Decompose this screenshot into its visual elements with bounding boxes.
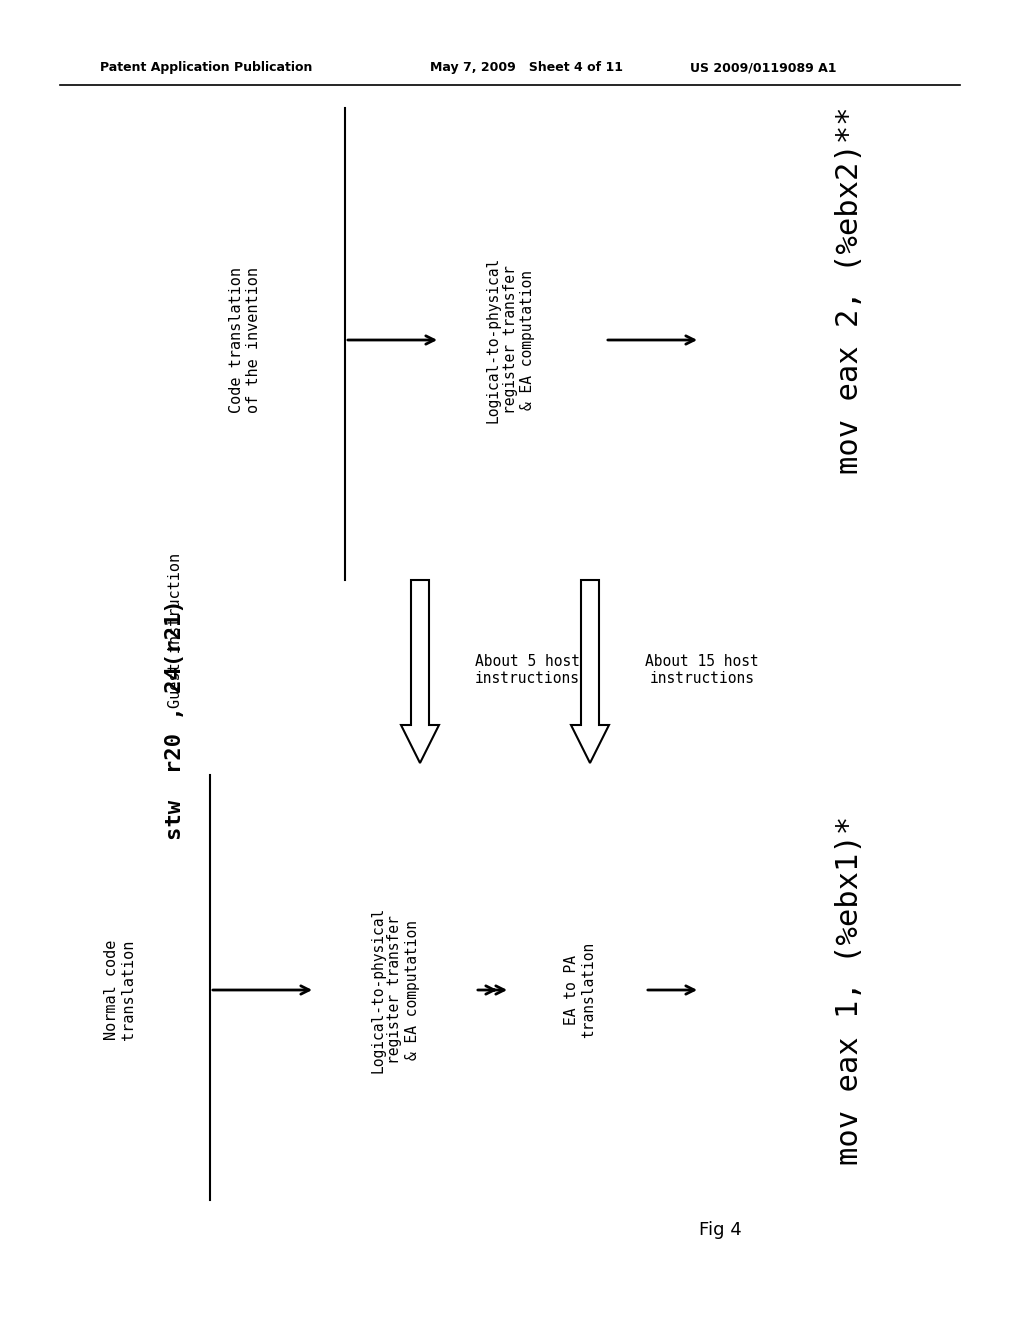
Text: May 7, 2009   Sheet 4 of 11: May 7, 2009 Sheet 4 of 11	[430, 62, 623, 74]
Text: stw  r20 , 24(r21): stw r20 , 24(r21)	[165, 599, 185, 841]
Text: About 5 host
instructions: About 5 host instructions	[475, 653, 580, 686]
Text: Logical-to-physical
register transfer
& EA computation: Logical-to-physical register transfer & …	[370, 907, 420, 1073]
Text: mov eax 1, (%ebx1)*: mov eax 1, (%ebx1)*	[836, 816, 864, 1164]
Text: EA to PA
translation: EA to PA translation	[564, 942, 596, 1038]
Text: Code translation
of the invention: Code translation of the invention	[228, 267, 261, 413]
Text: Patent Application Publication: Patent Application Publication	[100, 62, 312, 74]
Text: US 2009/0119089 A1: US 2009/0119089 A1	[690, 62, 837, 74]
FancyArrow shape	[401, 579, 439, 763]
Text: Normal code
translation: Normal code translation	[103, 940, 136, 1040]
Text: Fig 4: Fig 4	[698, 1221, 741, 1239]
FancyArrow shape	[571, 579, 609, 763]
Text: Guest instruction: Guest instruction	[168, 553, 182, 708]
Text: mov eax 2, (%ebx2)**: mov eax 2, (%ebx2)**	[836, 106, 864, 474]
Text: Logical-to-physical
register transfer
& EA computation: Logical-to-physical register transfer & …	[485, 257, 535, 424]
Text: About 15 host
instructions: About 15 host instructions	[645, 653, 759, 686]
